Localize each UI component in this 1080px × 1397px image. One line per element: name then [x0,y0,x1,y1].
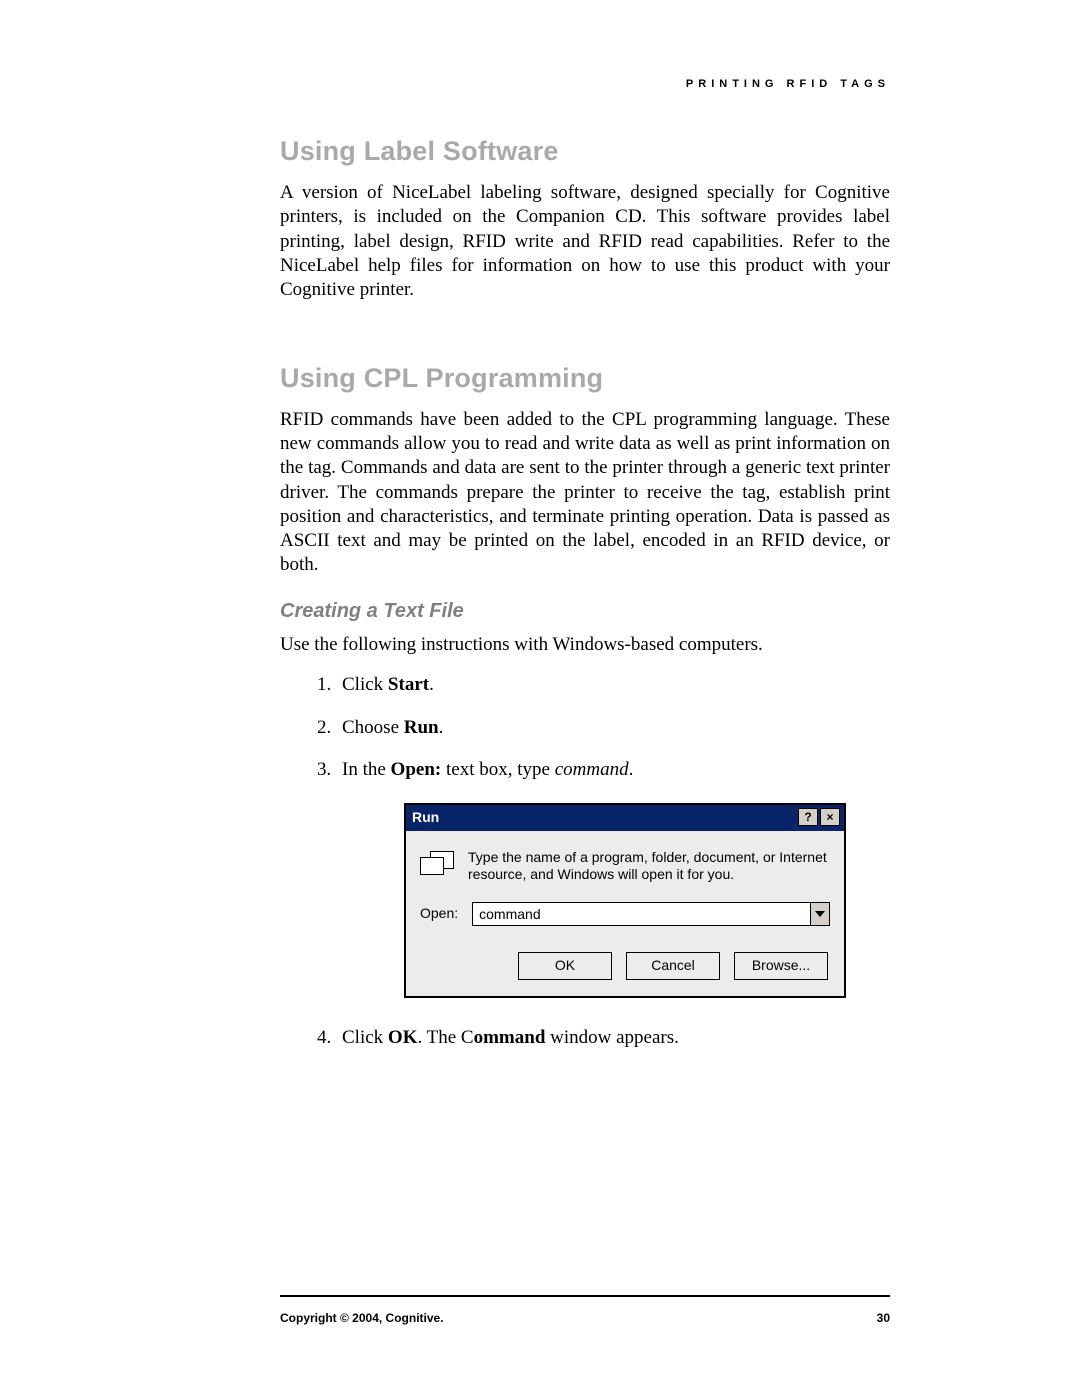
page-header-tag: PRINTING RFID TAGS [686,78,890,90]
run-dialog: Run ? × Type the name of a program, fold… [404,803,846,998]
open-label: Open: [420,903,458,924]
run-dialog-title: Run [412,807,439,828]
steps-list: Click Start. Choose Run. In the Open: te… [310,671,890,1052]
open-input[interactable] [473,903,810,925]
footer-rule [280,1295,890,1297]
close-icon: × [826,811,833,823]
titlebar-buttons: ? × [798,808,840,826]
open-dropdown-button[interactable] [810,903,829,925]
help-button[interactable]: ? [798,808,818,826]
run-dialog-body: Type the name of a program, folder, docu… [406,831,844,996]
heading-using-cpl-programming: Using CPL Programming [280,363,890,394]
run-description-row: Type the name of a program, folder, docu… [420,849,830,884]
run-description-text: Type the name of a program, folder, docu… [468,849,830,884]
ok-button[interactable]: OK [518,952,612,980]
paragraph-creating-intro: Use the following instructions with Wind… [280,633,890,657]
run-icon [420,851,454,879]
footer-page-number: 30 [877,1311,890,1325]
run-dialog-titlebar: Run ? × [406,805,844,831]
heading-creating-text-file: Creating a Text File [280,600,890,623]
close-button[interactable]: × [820,808,840,826]
document-page: PRINTING RFID TAGS Using Label Software … [0,0,1080,1397]
paragraph-label-software: A version of NiceLabel labeling software… [280,181,890,303]
chevron-down-icon [815,911,825,917]
help-icon: ? [804,811,811,823]
step-2: Choose Run. [336,714,890,743]
dialog-button-row: OK Cancel Browse... [420,952,830,980]
browse-button[interactable]: Browse... [734,952,828,980]
footer-copyright: Copyright © 2004, Cognitive. [280,1311,444,1325]
open-row: Open: [420,902,830,926]
paragraph-cpl-programming: RFID commands have been added to the CPL… [280,408,890,578]
page-footer: Copyright © 2004, Cognitive. 30 [280,1311,890,1325]
open-combobox[interactable] [472,902,830,926]
step-3: In the Open: text box, type command. Run… [336,756,890,998]
step-1: Click Start. [336,671,890,700]
heading-using-label-software: Using Label Software [280,136,890,167]
step-4: Click OK. The Command window appears. [336,1024,890,1053]
cancel-button[interactable]: Cancel [626,952,720,980]
